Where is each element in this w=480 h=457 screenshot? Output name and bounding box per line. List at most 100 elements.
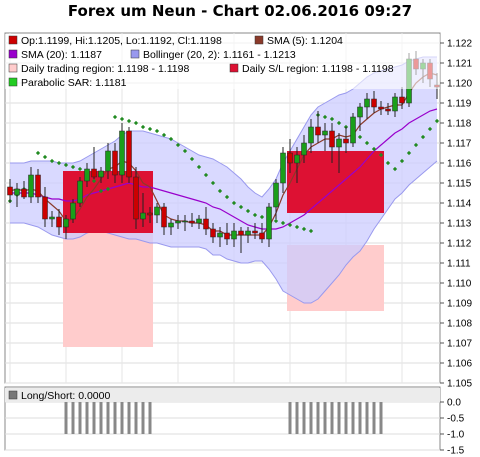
sar-point [119,116,125,122]
candle-down [35,169,41,203]
lower-y-axis: 0.0 -0.5 -1.0 -1.5 [440,398,465,457]
candle-body [210,228,216,238]
sar-point [371,146,377,152]
candle-body [301,142,307,156]
candle-up [294,147,300,183]
legend-swatch [130,49,140,59]
candle-body [7,186,13,196]
sar-point [42,154,48,160]
candle-down [42,187,48,227]
candle-body [231,230,237,240]
sar-point [63,162,69,168]
lower-y-tick-label: -1.0 [447,430,465,441]
candle-down [56,209,62,235]
candle-down [252,223,258,239]
candle-body [42,196,48,220]
sar-point [77,166,83,172]
sl-region [287,151,384,213]
candle-up [182,215,188,231]
y-tick-label: 1.122 [447,39,472,50]
candle-body [49,216,55,220]
candle-down [315,111,321,143]
long-short-bar [323,402,327,434]
y-tick-label: 1.119 [447,99,472,110]
long-short-bar [78,402,82,434]
y-tick-label: 1.121 [447,59,472,70]
candle-body [98,170,104,178]
candle-up [63,215,69,239]
sar-point [280,220,286,226]
long-short-bar [302,402,306,434]
sar-point [70,164,76,170]
candle-down [133,167,139,229]
long-short-bar [351,402,355,434]
sar-point [147,126,153,132]
long-short-bar [148,402,152,434]
sar-point [35,150,41,156]
legend-label: Parabolic SAR: 1.1181 [21,77,127,89]
candle-body [343,138,349,144]
long-short-bar [64,402,68,434]
sar-point [301,226,307,232]
sar-point [238,204,244,210]
sar-point [140,124,146,130]
candle-body [21,188,27,198]
candle-body [119,130,125,176]
y-tick-label: 1.118 [447,119,472,130]
candle-body [238,230,244,236]
legend-label: Daily trading region: 1.1198 - 1.1198 [21,63,189,75]
candle-down [189,213,195,227]
lower-legend-panel [5,388,440,402]
long-short-bar [330,402,334,434]
sar-point [189,156,195,162]
candle-body [175,220,181,224]
sar-point [385,160,391,166]
candle-up [105,143,111,179]
candle-up [28,167,34,203]
candle-down [378,101,384,115]
bollinger-band [10,57,437,303]
sar-point [105,186,111,192]
sl-region [63,171,153,233]
y-tick-label: 1.112 [447,239,472,250]
candle-body [168,222,174,228]
candle-body [91,168,97,178]
long-short-bar [288,402,292,434]
candle-up [49,211,55,227]
long-short-bar [309,402,313,434]
candle-down [259,223,265,243]
candle-down [112,143,118,183]
sar-point [203,172,209,178]
legend-swatch [8,63,18,73]
sar-point [245,208,251,214]
y-tick-label: 1.108 [447,319,472,330]
long-short-bar [379,402,383,434]
legend-swatch [229,63,239,73]
candle-down [161,203,167,235]
long-short-bar [316,402,320,434]
y-tick-label: 1.115 [447,179,472,190]
candle-up [273,179,279,219]
candle-body [189,220,195,224]
long-short-bar [85,402,89,434]
candle-up [266,203,272,247]
candle-body [77,180,83,204]
candle-body [63,218,69,228]
candle-body [182,220,188,223]
sar-point [91,178,97,184]
legend-label: Bollinger (20, 2): 1.1161 - 1.1213 [143,49,296,61]
candle-down [371,91,377,113]
candle-body [105,150,111,172]
candle-body [70,202,76,220]
candle-up [175,215,181,229]
sar-point [231,200,237,206]
candle-body [161,206,167,228]
candle-body [203,218,209,230]
candle-body [357,106,363,118]
long-short-bar [295,402,299,434]
long-short-bar [358,402,362,434]
candle-down [224,223,230,245]
candle-body [217,232,223,238]
lower-y-tick-label: -0.5 [447,414,465,425]
candle-body [259,232,265,240]
